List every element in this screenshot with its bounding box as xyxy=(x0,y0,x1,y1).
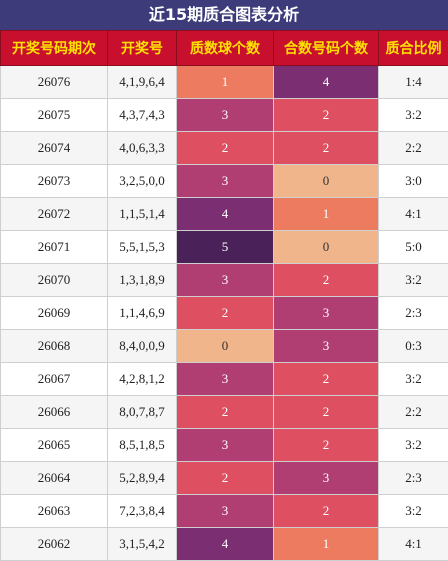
numbers-cell: 8,0,7,8,7 xyxy=(108,396,177,429)
header-composite-count: 合数号码个数 xyxy=(274,31,379,66)
period-cell: 26071 xyxy=(1,231,108,264)
ratio-cell: 3:2 xyxy=(379,429,448,462)
numbers-cell: 8,5,1,8,5 xyxy=(108,429,177,462)
header-ratio: 质合比例 xyxy=(379,31,448,66)
ratio-cell: 5:0 xyxy=(379,231,448,264)
numbers-cell: 4,0,6,3,3 xyxy=(108,132,177,165)
header-prime-count: 质数球个数 xyxy=(177,31,274,66)
prime-count-cell: 3 xyxy=(177,495,274,528)
composite-count-cell: 2 xyxy=(274,363,379,396)
period-cell: 26067 xyxy=(1,363,108,396)
composite-count-cell: 2 xyxy=(274,429,379,462)
ratio-cell: 2:2 xyxy=(379,132,448,165)
period-cell: 26070 xyxy=(1,264,108,297)
numbers-cell: 4,1,9,6,4 xyxy=(108,66,177,99)
header-numbers: 开奖号 xyxy=(108,31,177,66)
numbers-cell: 1,1,5,1,4 xyxy=(108,198,177,231)
composite-count-cell: 3 xyxy=(274,462,379,495)
header-row: 开奖号码期次 开奖号 质数球个数 合数号码个数 质合比例 xyxy=(1,31,448,66)
prime-count-cell: 2 xyxy=(177,462,274,495)
period-cell: 26065 xyxy=(1,429,108,462)
composite-count-cell: 2 xyxy=(274,132,379,165)
composite-count-cell: 0 xyxy=(274,231,379,264)
numbers-cell: 8,4,0,0,9 xyxy=(108,330,177,363)
ratio-cell: 3:2 xyxy=(379,264,448,297)
period-cell: 26068 xyxy=(1,330,108,363)
composite-count-cell: 1 xyxy=(274,198,379,231)
ratio-cell: 3:0 xyxy=(379,165,448,198)
composite-count-cell: 3 xyxy=(274,330,379,363)
ratio-cell: 3:2 xyxy=(379,495,448,528)
composite-count-cell: 2 xyxy=(274,99,379,132)
composite-count-cell: 3 xyxy=(274,297,379,330)
numbers-cell: 5,2,8,9,4 xyxy=(108,462,177,495)
period-cell: 26063 xyxy=(1,495,108,528)
prime-count-cell: 3 xyxy=(177,363,274,396)
composite-count-cell: 2 xyxy=(274,264,379,297)
numbers-cell: 4,3,7,4,3 xyxy=(108,99,177,132)
ratio-cell: 3:2 xyxy=(379,363,448,396)
ratio-cell: 4:1 xyxy=(379,198,448,231)
composite-count-cell: 4 xyxy=(274,66,379,99)
ratio-cell: 3:2 xyxy=(379,99,448,132)
period-cell: 26062 xyxy=(1,528,108,561)
period-cell: 26066 xyxy=(1,396,108,429)
prime-count-cell: 4 xyxy=(177,528,274,561)
numbers-cell: 1,1,4,6,9 xyxy=(108,297,177,330)
numbers-cell: 3,2,5,0,0 xyxy=(108,165,177,198)
period-cell: 26074 xyxy=(1,132,108,165)
period-cell: 26076 xyxy=(1,66,108,99)
composite-count-cell: 2 xyxy=(274,495,379,528)
period-cell: 26075 xyxy=(1,99,108,132)
numbers-cell: 1,3,1,8,9 xyxy=(108,264,177,297)
composite-count-cell: 0 xyxy=(274,165,379,198)
header-period: 开奖号码期次 xyxy=(1,31,108,66)
period-cell: 26072 xyxy=(1,198,108,231)
prime-count-cell: 3 xyxy=(177,165,274,198)
ratio-cell: 2:2 xyxy=(379,396,448,429)
prime-count-cell: 2 xyxy=(177,396,274,429)
prime-count-cell: 4 xyxy=(177,198,274,231)
ratio-cell: 4:1 xyxy=(379,528,448,561)
prime-count-cell: 2 xyxy=(177,297,274,330)
prime-count-cell: 3 xyxy=(177,99,274,132)
numbers-cell: 4,2,8,1,2 xyxy=(108,363,177,396)
period-cell: 26073 xyxy=(1,165,108,198)
numbers-cell: 5,5,1,5,3 xyxy=(108,231,177,264)
prime-count-cell: 0 xyxy=(177,330,274,363)
prime-count-cell: 3 xyxy=(177,429,274,462)
period-cell: 26064 xyxy=(1,462,108,495)
composite-count-cell: 1 xyxy=(274,528,379,561)
ratio-cell: 1:4 xyxy=(379,66,448,99)
prime-count-cell: 2 xyxy=(177,132,274,165)
composite-count-cell: 2 xyxy=(274,396,379,429)
prime-count-cell: 3 xyxy=(177,264,274,297)
numbers-cell: 3,1,5,4,2 xyxy=(108,528,177,561)
ratio-cell: 2:3 xyxy=(379,462,448,495)
numbers-cell: 7,2,3,8,4 xyxy=(108,495,177,528)
page-title: 近15期质合图表分析 xyxy=(0,0,448,30)
ratio-cell: 0:3 xyxy=(379,330,448,363)
prime-count-cell: 1 xyxy=(177,66,274,99)
ratio-cell: 2:3 xyxy=(379,297,448,330)
period-cell: 26069 xyxy=(1,297,108,330)
prime-count-cell: 5 xyxy=(177,231,274,264)
